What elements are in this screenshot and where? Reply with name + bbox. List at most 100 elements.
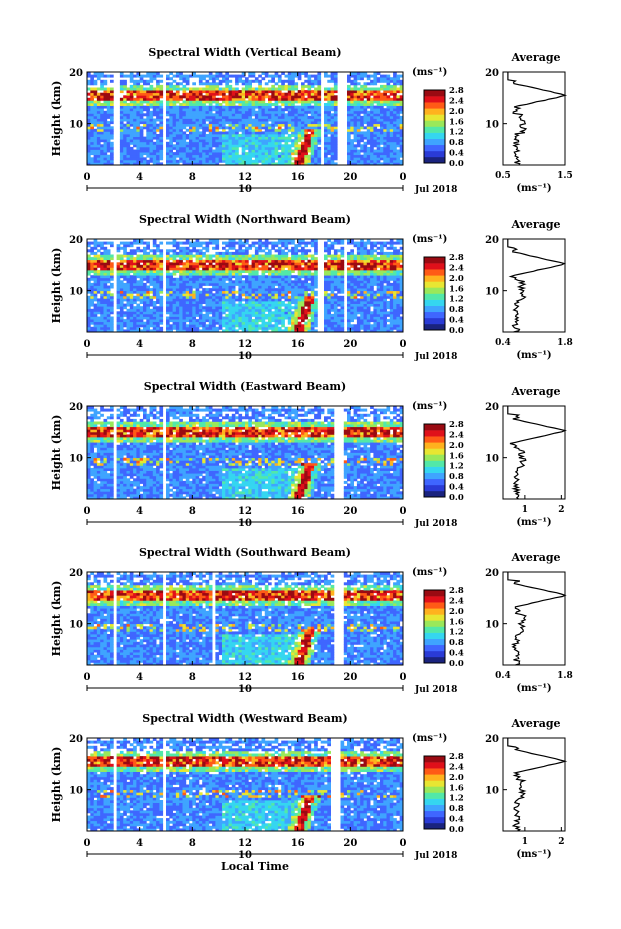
heatmap-cell (399, 87, 404, 91)
heatmap-cell (376, 115, 381, 119)
heatmap-cell (307, 115, 312, 119)
heatmap-cell (222, 277, 226, 281)
heatmap-cell (166, 288, 170, 292)
heatmap-cell (294, 149, 299, 153)
heatmap-cell (136, 272, 141, 276)
heatmap-cell (182, 139, 187, 143)
heatmap-cell (149, 311, 154, 315)
heatmap-cell (251, 87, 256, 91)
heatmap-cell (254, 249, 259, 253)
heatmap-cell (271, 329, 275, 333)
heatmap-cell (277, 141, 282, 145)
heatmap-cell (380, 141, 384, 145)
heatmap-cell (307, 110, 312, 114)
heatmap-cell (363, 141, 368, 145)
heatmap-cell (228, 308, 233, 312)
heatmap-cell (310, 126, 315, 130)
heatmap-cell (146, 254, 150, 258)
heatmap-cell (235, 308, 239, 312)
heatmap-cell (297, 254, 302, 258)
heatmap-cell (215, 72, 220, 75)
heatmap-cell (274, 131, 279, 135)
heatmap-cell (146, 280, 150, 284)
heatmap-cell (294, 123, 299, 127)
heatmap-cell (307, 282, 312, 286)
heatmap-cell (287, 280, 292, 284)
heatmap-cell (156, 257, 160, 261)
heatmap-cell (139, 311, 144, 315)
heatmap-cell (96, 144, 101, 148)
heatmap-cell (360, 115, 364, 119)
heatmap-cell (356, 97, 361, 101)
heatmap-cell (182, 126, 187, 130)
heatmap-cell (297, 295, 302, 299)
heatmap-cell (103, 326, 108, 330)
heatmap-cell (146, 277, 150, 281)
heatmap-cell (287, 321, 292, 325)
heatmap-cell (192, 249, 196, 253)
heatmap-cell (301, 128, 305, 132)
heatmap-cell (383, 152, 387, 156)
heatmap-cell (225, 90, 229, 94)
heatmap-cell (218, 118, 223, 122)
heatmap-cell (281, 259, 285, 263)
heatmap-cell (129, 113, 134, 117)
heatmap-cell (386, 87, 391, 91)
heatmap-cell (159, 326, 164, 330)
heatmap-cell (149, 74, 154, 78)
heatmap-cell (238, 97, 243, 101)
heatmap-cell (126, 144, 131, 148)
heatmap-cell (314, 152, 318, 156)
heatmap-cell (179, 103, 183, 106)
heatmap-cell (212, 259, 216, 263)
heatmap-cell (222, 295, 226, 299)
heatmap-cell (172, 87, 177, 91)
heatmap-cell (399, 105, 404, 109)
heatmap-cell (301, 118, 305, 122)
heatmap-cell (96, 306, 101, 310)
heatmap-cell (264, 123, 269, 127)
heatmap-cell (235, 121, 239, 125)
heatmap-cell (87, 288, 91, 292)
heatmap-cell (123, 82, 127, 86)
heatmap-cell (129, 110, 134, 114)
heatmap-cell (202, 246, 206, 250)
heatmap-cell (307, 321, 312, 325)
heatmap-cell (205, 154, 210, 158)
heatmap-cell (258, 97, 262, 101)
heatmap-cell (307, 95, 312, 99)
heatmap-cell (172, 277, 177, 281)
heatmap-cell (146, 146, 150, 150)
heatmap-cell (254, 257, 259, 261)
heatmap-cell (215, 290, 220, 294)
heatmap-cell (169, 303, 173, 307)
heatmap-cell (116, 275, 121, 279)
heatmap-cell (396, 157, 401, 161)
heatmap-cell (218, 154, 223, 158)
heatmap-cell (202, 254, 206, 258)
heatmap-cell (366, 123, 371, 127)
heatmap-cell (396, 103, 401, 106)
heatmap-cell (195, 313, 200, 317)
heatmap-cell (182, 121, 187, 125)
heatmap-cell (307, 79, 312, 83)
heatmap-cell (268, 157, 272, 161)
heatmap-cell (202, 105, 206, 109)
heatmap-cell (366, 126, 371, 130)
heatmap-cell (396, 110, 401, 114)
heatmap-cell (133, 159, 137, 163)
heatmap-cell (169, 126, 173, 130)
heatmap-cell (143, 79, 147, 83)
heatmap-cell (258, 301, 262, 304)
heatmap-cell (291, 298, 295, 302)
heatmap-cell (238, 308, 243, 312)
heatmap-cell (159, 308, 164, 312)
heatmap-cell (238, 123, 243, 127)
heatmap-cell (251, 136, 256, 140)
heatmap-cell (268, 272, 272, 276)
heatmap-cell (297, 131, 302, 135)
heatmap-cell (254, 149, 259, 153)
heatmap-cell (271, 79, 275, 83)
heatmap-cell (110, 308, 114, 312)
heatmap-cell (304, 277, 308, 281)
